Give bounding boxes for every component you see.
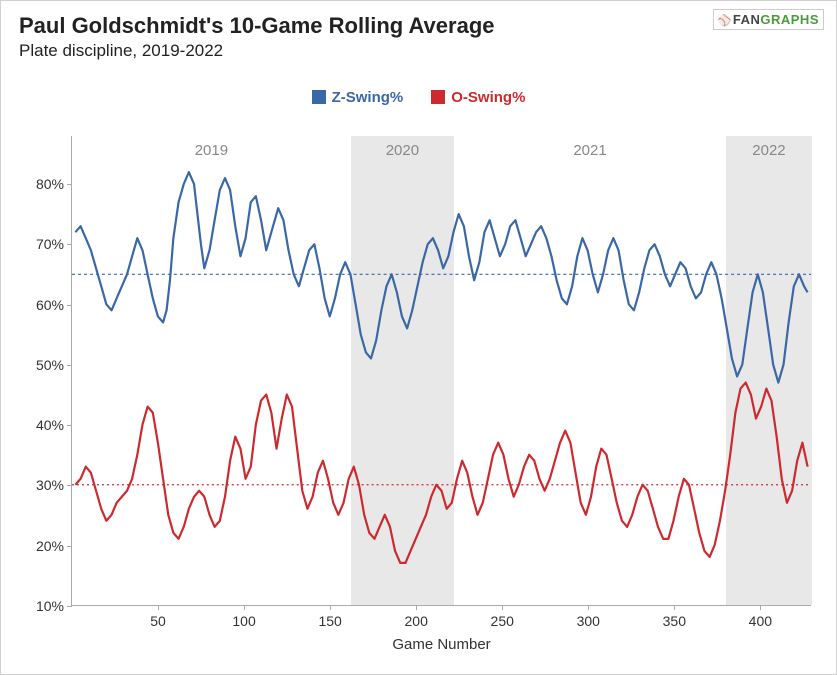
y-tick-mark — [67, 184, 72, 185]
x-tick-label: 200 — [404, 613, 427, 629]
season-label: 2019 — [195, 142, 228, 159]
chart-subtitle: Plate discipline, 2019-2022 — [19, 41, 495, 61]
legend-label: Z-Swing% — [332, 89, 404, 106]
y-tick-label: 40% — [36, 417, 64, 433]
plot-svg — [72, 136, 811, 605]
y-tick-label: 70% — [36, 236, 64, 252]
y-tick-label: 30% — [36, 477, 64, 493]
y-tick-mark — [67, 485, 72, 486]
x-tick-mark — [244, 605, 245, 610]
series-line — [75, 383, 807, 563]
x-axis-title: Game Number — [392, 636, 490, 653]
legend-item: O-Swing% — [431, 89, 525, 106]
logo-graphs: GRAPHS — [760, 12, 819, 27]
x-tick-label: 250 — [491, 613, 514, 629]
logo-icon: ⚾ — [718, 15, 732, 27]
x-tick-label: 150 — [318, 613, 341, 629]
title-area: Paul Goldschmidt's 10-Game Rolling Avera… — [19, 13, 495, 61]
y-tick-label: 20% — [36, 538, 64, 554]
x-tick-label: 400 — [749, 613, 772, 629]
y-tick-mark — [67, 425, 72, 426]
x-tick-mark — [760, 605, 761, 610]
y-tick-mark — [67, 606, 72, 607]
y-tick-label: 50% — [36, 357, 64, 373]
plot-area: Game Number 201920202021202210%20%30%40%… — [71, 136, 811, 606]
x-tick-mark — [674, 605, 675, 610]
legend: Z-Swing% O-Swing% — [1, 89, 836, 106]
x-tick-label: 300 — [577, 613, 600, 629]
x-tick-mark — [158, 605, 159, 610]
x-tick-label: 350 — [663, 613, 686, 629]
y-tick-label: 10% — [36, 598, 64, 614]
x-tick-mark — [330, 605, 331, 610]
chart-title: Paul Goldschmidt's 10-Game Rolling Avera… — [19, 13, 495, 39]
x-tick-label: 50 — [150, 613, 166, 629]
logo-fan: FAN — [733, 12, 761, 27]
x-tick-mark — [416, 605, 417, 610]
y-tick-mark — [67, 244, 72, 245]
chart-container: Paul Goldschmidt's 10-Game Rolling Avera… — [0, 0, 837, 675]
legend-swatch — [312, 90, 326, 104]
fangraphs-logo: ⚾FANGRAPHS — [713, 9, 824, 30]
y-tick-mark — [67, 546, 72, 547]
y-tick-label: 80% — [36, 176, 64, 192]
y-tick-mark — [67, 365, 72, 366]
x-tick-mark — [588, 605, 589, 610]
x-tick-label: 100 — [232, 613, 255, 629]
y-tick-label: 60% — [36, 297, 64, 313]
legend-label: O-Swing% — [451, 89, 525, 106]
season-label: 2021 — [573, 142, 606, 159]
legend-item: Z-Swing% — [312, 89, 404, 106]
season-label: 2020 — [386, 142, 419, 159]
legend-swatch — [431, 90, 445, 104]
x-tick-mark — [502, 605, 503, 610]
season-label: 2022 — [752, 142, 785, 159]
series-line — [75, 172, 807, 382]
y-tick-mark — [67, 305, 72, 306]
